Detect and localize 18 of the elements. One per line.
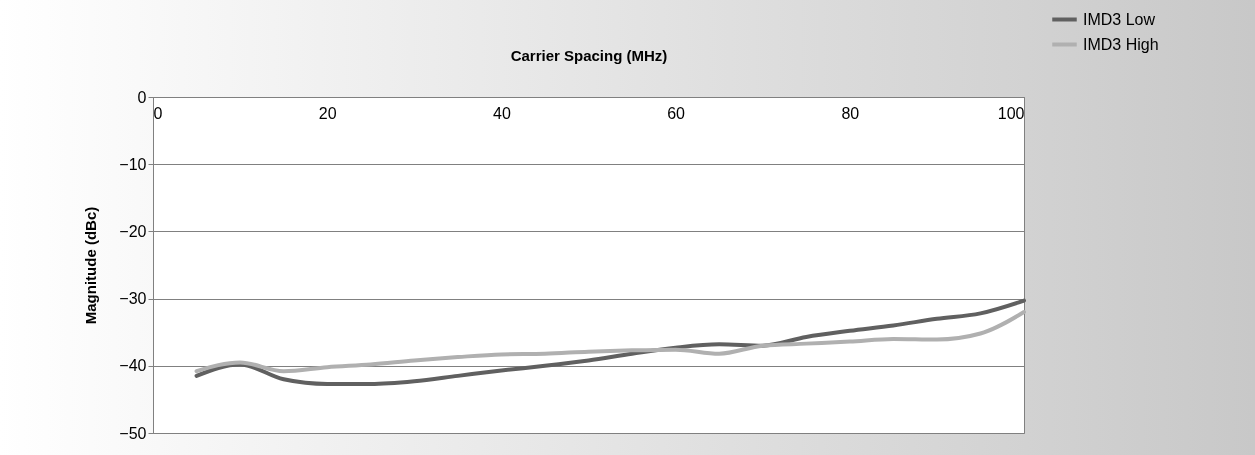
x-tick-label: 20 [318, 104, 337, 122]
y-tick-label: −40 [119, 357, 147, 375]
x-tick-label: 100 [997, 104, 1025, 122]
x-tick-label: 0 [153, 104, 163, 122]
legend-label: IMD3 Low [1083, 10, 1156, 28]
line-series [194, 310, 1026, 374]
y-tick-label: −50 [119, 424, 147, 442]
y-tick-label: −30 [119, 290, 147, 308]
y-tick-label: 0 [137, 88, 147, 106]
x-axis-title: Carrier Spacing (MHz) [510, 46, 668, 64]
y-tick-label: −10 [119, 155, 147, 173]
x-tick-label: 40 [493, 104, 511, 122]
y-tick-label: −20 [119, 222, 147, 240]
legend-label: IMD3 High [1083, 35, 1159, 53]
y-axis-title: Magnitude (dBc) [82, 206, 100, 325]
x-tick-label: 60 [667, 104, 686, 122]
x-tick-label: 80 [841, 104, 860, 122]
line-series [194, 298, 1026, 386]
